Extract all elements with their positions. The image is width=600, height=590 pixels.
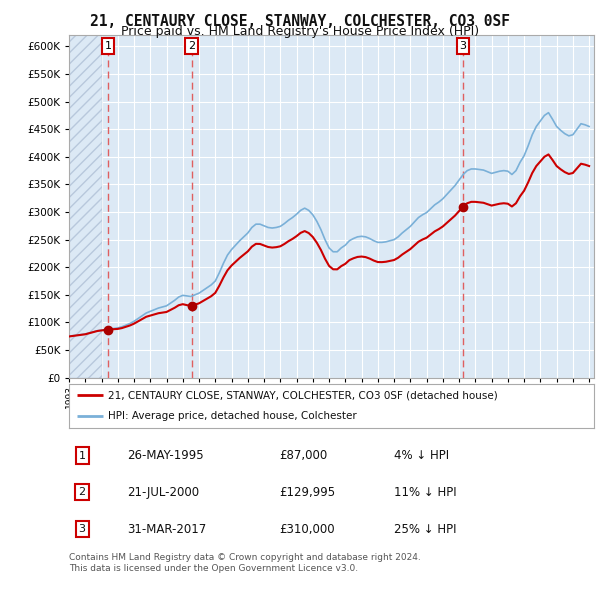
Text: 11% ↓ HPI: 11% ↓ HPI (395, 486, 457, 499)
Text: £310,000: £310,000 (279, 523, 335, 536)
Text: 21, CENTAURY CLOSE, STANWAY, COLCHESTER, CO3 0SF: 21, CENTAURY CLOSE, STANWAY, COLCHESTER,… (90, 14, 510, 28)
Text: 21, CENTAURY CLOSE, STANWAY, COLCHESTER, CO3 0SF (detached house): 21, CENTAURY CLOSE, STANWAY, COLCHESTER,… (109, 391, 498, 401)
Text: Contains HM Land Registry data © Crown copyright and database right 2024.
This d: Contains HM Land Registry data © Crown c… (69, 553, 421, 573)
Text: 3: 3 (79, 524, 86, 534)
Text: 3: 3 (460, 41, 467, 51)
Text: 21-JUL-2000: 21-JUL-2000 (127, 486, 199, 499)
Text: 25% ↓ HPI: 25% ↓ HPI (395, 523, 457, 536)
Text: HPI: Average price, detached house, Colchester: HPI: Average price, detached house, Colc… (109, 411, 357, 421)
Text: 1: 1 (104, 41, 112, 51)
Text: £87,000: £87,000 (279, 449, 327, 462)
Text: £129,995: £129,995 (279, 486, 335, 499)
Text: 31-MAR-2017: 31-MAR-2017 (127, 523, 206, 536)
Text: 4% ↓ HPI: 4% ↓ HPI (395, 449, 449, 462)
Text: 2: 2 (188, 41, 195, 51)
Text: 2: 2 (79, 487, 86, 497)
Text: Price paid vs. HM Land Registry's House Price Index (HPI): Price paid vs. HM Land Registry's House … (121, 25, 479, 38)
Text: 1: 1 (79, 451, 86, 461)
Text: 26-MAY-1995: 26-MAY-1995 (127, 449, 203, 462)
